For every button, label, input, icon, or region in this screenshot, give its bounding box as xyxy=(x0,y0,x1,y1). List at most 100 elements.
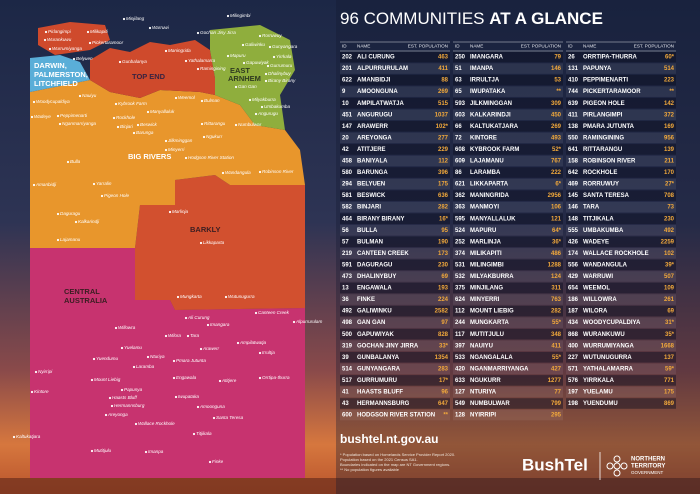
cell-name: MILYAKBURRA xyxy=(470,274,514,280)
cell-population: 73 xyxy=(667,205,674,211)
place-dot xyxy=(120,346,124,350)
cell-name: BIRANY BIRANY xyxy=(357,216,405,222)
table-row xyxy=(566,375,676,386)
table-row xyxy=(453,51,563,63)
cell-name: GALIWINKU xyxy=(357,309,392,315)
cell-population: 493 xyxy=(551,135,562,141)
cell-population: 261 xyxy=(664,297,675,303)
table-row xyxy=(453,224,563,236)
place-dot xyxy=(200,99,204,103)
cell-name: HODGSON RIVER STATION xyxy=(357,413,435,419)
cell-id: 549 xyxy=(455,401,466,407)
cell-population: 173 xyxy=(438,251,449,257)
table-row xyxy=(453,213,563,224)
table-row xyxy=(566,190,676,201)
cell-population: 64* xyxy=(552,228,562,234)
place-label: Iwupataka xyxy=(178,394,199,399)
cell-id: 500 xyxy=(342,332,353,338)
place-label: Gunyangara xyxy=(272,44,298,49)
place-dot xyxy=(86,30,90,34)
table-row xyxy=(453,109,563,121)
place-dot xyxy=(56,212,60,216)
cell-id: 147 xyxy=(342,124,353,130)
place-dot xyxy=(164,49,168,53)
cell-population: 175 xyxy=(664,390,675,396)
place-label: Willowra xyxy=(118,325,136,330)
cell-population: 514 xyxy=(664,66,675,72)
cell-id: 86 xyxy=(455,170,462,176)
cell-id: 252 xyxy=(455,239,466,245)
place-dot xyxy=(88,41,92,45)
place-dot xyxy=(90,449,94,453)
table-row xyxy=(453,305,563,317)
cell-id: 65 xyxy=(455,89,462,95)
place-dot xyxy=(72,57,76,61)
cell-name: WURANKUWU xyxy=(583,332,625,338)
place-label: Wurrumiyanga xyxy=(52,46,82,51)
place-label: Peppimenarti xyxy=(60,113,88,118)
cell-id: 514 xyxy=(342,366,353,372)
place-label: Birany Birany xyxy=(268,78,296,83)
place-label: Maningrida xyxy=(168,48,191,53)
cell-id: 319 xyxy=(342,343,353,349)
cell-population: 230 xyxy=(664,216,675,222)
table-row xyxy=(340,328,450,340)
note: Population based on the 2021 Census SA1. xyxy=(340,457,418,462)
place-label: Hermannsburg xyxy=(114,403,145,408)
place-dot xyxy=(184,156,188,160)
cell-id: 127 xyxy=(455,390,466,396)
cell-population: 507 xyxy=(664,274,675,280)
cell-name: BARUNGA xyxy=(357,170,388,176)
cell-population: 121 xyxy=(551,216,562,222)
cell-name: TARA xyxy=(583,205,600,211)
cell-population: 463 xyxy=(438,55,449,61)
place-label: Mungkarta xyxy=(180,294,202,299)
cell-population: 102 xyxy=(664,251,675,257)
table-row xyxy=(340,375,450,386)
place-dot xyxy=(236,341,240,345)
table-row xyxy=(566,86,676,97)
place-label: Kybrook Farm xyxy=(118,101,147,106)
place-label: Belyuen xyxy=(76,56,93,61)
table-row xyxy=(340,363,450,375)
cell-name: YUELAMU xyxy=(583,390,613,396)
cell-population: 96 xyxy=(441,390,448,396)
place-label: Barunga xyxy=(136,130,154,135)
table-row xyxy=(340,97,450,109)
place-dot xyxy=(118,60,122,64)
place-dot xyxy=(146,355,150,359)
cell-id: 550 xyxy=(568,135,579,141)
cell-name: PIGEON HOLE xyxy=(583,101,625,107)
place-dot xyxy=(172,376,176,380)
place-label: Milyakburra xyxy=(252,97,276,102)
place-dot xyxy=(186,334,190,338)
place-label: Amanbidji xyxy=(35,182,57,187)
cell-id: 187 xyxy=(568,309,579,315)
cell-name: CANTEEN CREEK xyxy=(357,251,409,257)
place-label: Weemol xyxy=(178,95,196,100)
region-groote xyxy=(250,96,278,118)
cell-id: 576 xyxy=(568,378,579,384)
table-row xyxy=(453,363,563,375)
cell-population: 52* xyxy=(552,147,562,153)
title-light: 96 COMMUNITIES xyxy=(340,9,485,28)
table-row xyxy=(453,317,563,328)
place-dot xyxy=(258,34,262,38)
place-dot xyxy=(199,241,203,245)
region-tiwi xyxy=(38,22,110,55)
cell-population: 106 xyxy=(551,205,562,211)
cell-id: 429 xyxy=(568,274,579,280)
table-row xyxy=(566,317,676,328)
cell-name: GURRUMURU xyxy=(357,378,397,384)
cell-name: BELYUEN xyxy=(357,182,385,188)
table-row xyxy=(453,155,563,167)
government: TERRITORY xyxy=(631,464,665,470)
cell-name: NAUIYU xyxy=(470,343,493,349)
cell-name: YIRRKALA xyxy=(583,378,615,384)
place-dot xyxy=(48,47,52,51)
cell-name: BULMAN xyxy=(357,239,383,245)
cell-population: 411 xyxy=(551,343,561,349)
cell-population: 1288 xyxy=(548,262,562,268)
place-label: Tara xyxy=(190,333,199,338)
table-row xyxy=(340,132,450,144)
